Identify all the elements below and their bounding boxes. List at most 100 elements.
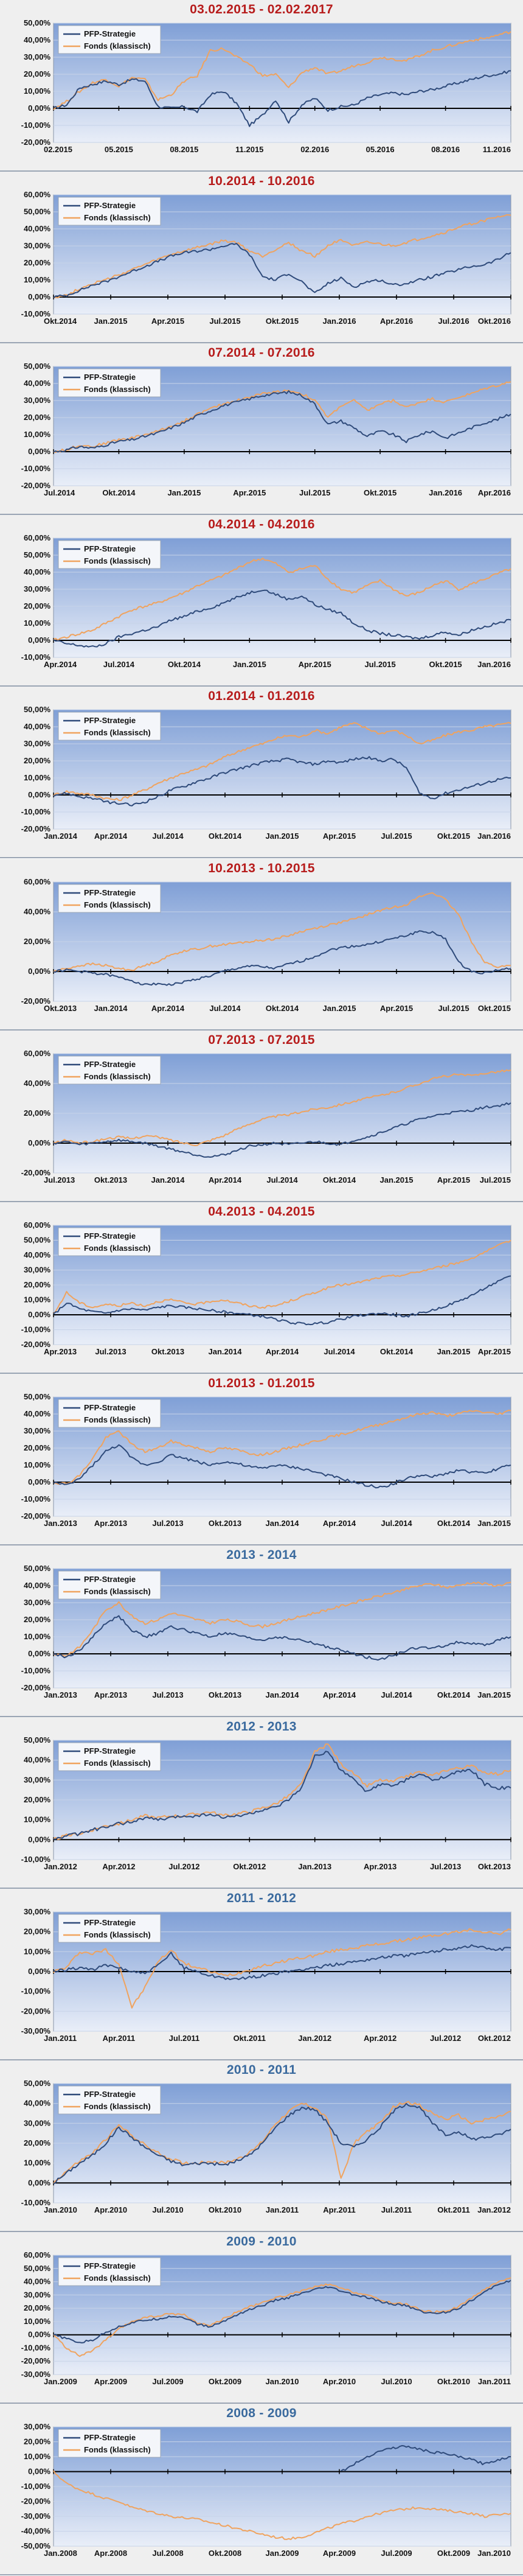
x-tick-label: Jan.2015 (266, 831, 299, 841)
line-chart: 50,00% 40,00% 30,00% 20,00% 10,00% 0,00% -10,0… (21, 705, 511, 841)
x-tick-label: Okt.2013 (44, 1003, 77, 1012)
series-line (53, 1743, 511, 1840)
legend (58, 883, 161, 912)
x-tick-label: Apr.2014 (266, 1347, 299, 1356)
x-tick-label: Okt.2008 (209, 2549, 241, 2558)
line-chart: 50,00% 40,00% 30,00% 20,00% 10,00% 0,00% -10,0… (21, 1564, 511, 1699)
legend-label: PFP-Strategie (84, 716, 136, 725)
x-tick-label: Jul.2014 (266, 1175, 298, 1185)
x-tick-label: Okt.2015 (437, 831, 470, 841)
y-tick-label: -50,00% (21, 2541, 51, 2550)
x-tick-label: Jan.2016 (429, 488, 462, 497)
x-tick-label: Jan.2015 (323, 1003, 356, 1012)
y-tick-label: -20,00% (21, 138, 51, 147)
y-tick-label: 0,00% (28, 292, 50, 301)
x-tick-label: Okt.2015 (266, 317, 299, 326)
x-tick-label: Jan.2014 (44, 831, 78, 841)
x-tick-label: Apr.2016 (380, 317, 413, 326)
legend (58, 1570, 161, 1600)
x-tick-label: Okt.2015 (364, 488, 397, 497)
y-tick-label: 20,00% (24, 1443, 50, 1452)
y-tick-label: 40,00% (24, 2099, 50, 2108)
x-tick-label: Jan.2013 (44, 1690, 77, 1699)
x-tick-label: 11.2016 (483, 145, 511, 154)
x-tick-label: 08.2016 (431, 145, 460, 154)
series-line (53, 1275, 511, 1325)
series-line (53, 589, 511, 648)
x-tick-label: Apr.2015 (323, 831, 356, 841)
y-tick-label: 50,00% (24, 1564, 50, 1573)
y-tick-label: 0,00% (28, 635, 50, 645)
y-tick-label: 50,00% (24, 2264, 50, 2273)
chart-panel: 01.2014 - 01.2016 50,00% 40,00% 30,00% 20,00… (0, 687, 523, 859)
x-tick-label: 08.2015 (170, 145, 198, 154)
y-tick-label: -10,00% (21, 2198, 51, 2207)
chart-title: 07.2013 - 07.2015 (208, 1032, 315, 1047)
legend-label: Fonds (klassisch) (84, 1415, 151, 1424)
series-line (53, 2470, 511, 2541)
x-tick-label: 02.2016 (300, 145, 329, 154)
chart-title: 01.2013 - 01.2015 (208, 1376, 315, 1390)
legend (58, 1399, 161, 1428)
x-tick-label: Apr.2014 (323, 1690, 356, 1699)
x-tick-label: Jul.2015 (209, 317, 240, 326)
x-tick-label: Jan.2015 (380, 1175, 414, 1185)
chart-panel: 10.2013 - 10.2015 60,00% 40,00% 20,00% 0,00%… (0, 858, 523, 1031)
chart-panel: 2010 - 2011 50,00% 40,00% 30,00% 20,00% 10,00… (0, 2060, 523, 2233)
y-tick-label: 10,00% (24, 275, 50, 284)
y-tick-label: 10,00% (24, 1632, 50, 1641)
y-tick-label: 50,00% (24, 362, 50, 371)
x-tick-label: 05.2015 (105, 145, 133, 154)
x-tick-label: 05.2016 (366, 145, 395, 154)
y-tick-label: -10,00% (21, 1325, 51, 1334)
y-tick-label: 10,00% (24, 1947, 50, 1956)
legend-label: Fonds (klassisch) (84, 1930, 151, 1939)
x-tick-label: Jan.2014 (151, 1175, 185, 1185)
x-tick-label: Jul.2013 (430, 1862, 461, 1871)
line-chart: 60,00% 40,00% 20,00% 0,00% -20,00%Okt.2013 Ja… (21, 877, 511, 1012)
y-tick-label: 0,00% (28, 966, 50, 975)
x-tick-label: Jul.2015 (364, 660, 395, 669)
y-tick-label: 20,00% (24, 2138, 50, 2147)
x-tick-label: Apr.2015 (478, 1347, 511, 1356)
line-chart: 30,00% 20,00% 10,00% 0,00% -10,00% -20,00% -30… (21, 1907, 511, 2043)
chart-title: 07.2014 - 07.2016 (208, 346, 315, 360)
x-tick-label: Jan.2008 (44, 2549, 77, 2558)
x-tick-label: Jan.2012 (44, 1862, 77, 1871)
x-tick-label: Jul.2014 (381, 1519, 412, 1528)
x-tick-label: Okt.2011 (437, 2205, 469, 2214)
series-line (53, 929, 511, 986)
x-tick-label: Jul.2008 (152, 2549, 183, 2558)
y-tick-label: 40,00% (24, 224, 50, 233)
line-chart: 50,00% 40,00% 30,00% 20,00% 10,00% 0,00% -10,0… (21, 18, 511, 154)
y-tick-label: 60,00% (24, 1220, 50, 1230)
y-tick-label: 30,00% (24, 2422, 50, 2431)
x-tick-label: Jan.2015 (437, 1347, 471, 1356)
x-tick-label: Jan.2011 (266, 2205, 299, 2214)
y-tick-label: 0,00% (28, 1649, 50, 1658)
y-tick-label: -20,00% (21, 1683, 51, 1692)
line-chart: 50,00% 40,00% 30,00% 20,00% 10,00% 0,00% -10,0… (21, 1392, 511, 1528)
y-tick-label: -10,00% (21, 2482, 51, 2491)
series-line (53, 1751, 511, 1840)
legend (58, 25, 161, 54)
chart-title: 10.2013 - 10.2015 (208, 861, 315, 875)
x-tick-label: Okt.2011 (234, 2034, 266, 2043)
x-tick-label: Okt.2016 (478, 317, 511, 326)
chart-title: 04.2013 - 04.2015 (208, 1204, 315, 1219)
y-tick-label: 50,00% (24, 705, 50, 714)
series-line (53, 1615, 511, 1661)
y-tick-label: 30,00% (24, 1775, 50, 1784)
series-line (53, 390, 511, 453)
y-tick-label: 20,00% (24, 756, 50, 765)
y-tick-label: 20,00% (24, 1108, 50, 1118)
x-tick-label: Jan.2013 (298, 1862, 331, 1871)
y-tick-label: 50,00% (24, 1735, 50, 1745)
y-tick-label: -10,00% (21, 1494, 51, 1503)
y-tick-label: 40,00% (24, 1581, 50, 1590)
x-tick-label: Okt.2013 (209, 1519, 241, 1528)
y-tick-label: 40,00% (24, 906, 50, 915)
y-tick-label: 0,00% (28, 1138, 50, 1147)
x-tick-label: Apr.2014 (151, 1003, 185, 1012)
x-tick-label: Jan.2012 (477, 2205, 511, 2214)
